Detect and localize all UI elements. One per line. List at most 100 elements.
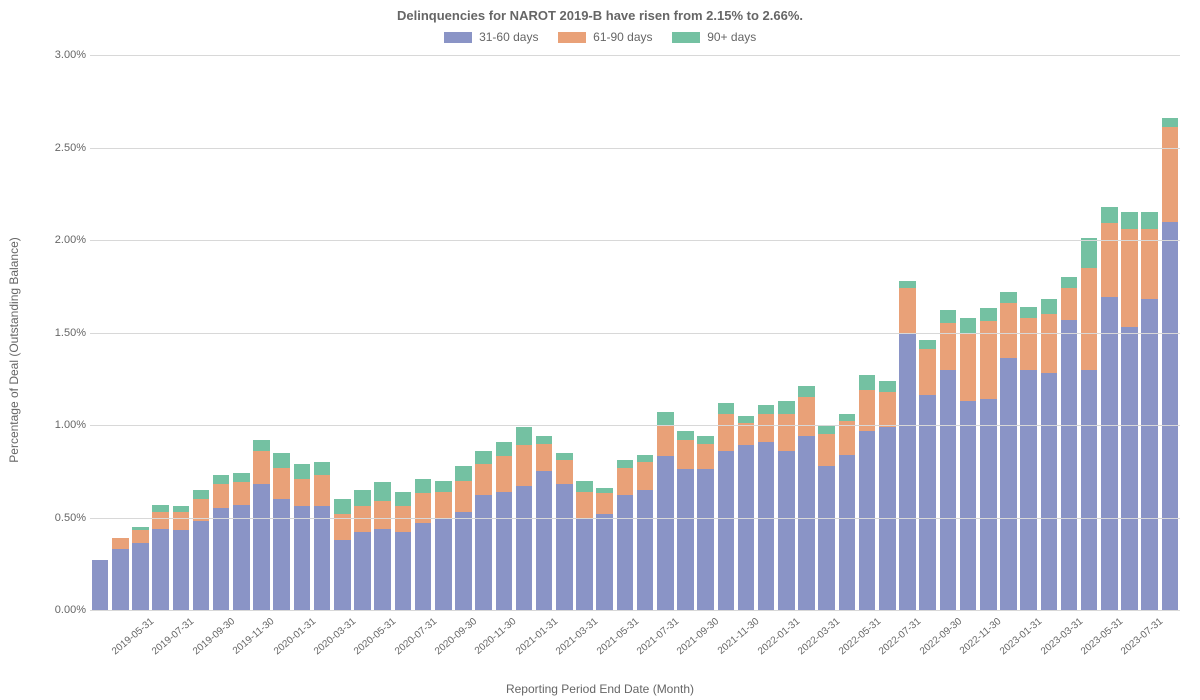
bar-segment-d90p bbox=[738, 416, 755, 423]
bar-segment-d31_60 bbox=[1041, 373, 1058, 610]
bar-segment-d61_90 bbox=[496, 456, 513, 491]
bar-segment-d90p bbox=[233, 473, 250, 482]
x-tick-label: 2023-01-31 bbox=[998, 616, 1044, 657]
bar-segment-d90p bbox=[758, 405, 775, 414]
bar-segment-d31_60 bbox=[395, 532, 412, 610]
bar-segment-d31_60 bbox=[778, 451, 795, 610]
bar-segment-d61_90 bbox=[576, 492, 593, 518]
legend-swatch-31-60 bbox=[444, 32, 472, 43]
bar-segment-d31_60 bbox=[193, 521, 210, 610]
bar-segment-d31_60 bbox=[435, 519, 452, 610]
grid-line bbox=[90, 518, 1180, 519]
x-tick-label: 2021-05-31 bbox=[594, 616, 640, 657]
bar-segment-d31_60 bbox=[818, 466, 835, 610]
legend-label-31-60: 31-60 days bbox=[479, 30, 538, 44]
bar-segment-d61_90 bbox=[1081, 268, 1098, 370]
bar-segment-d31_60 bbox=[718, 451, 735, 610]
bar-segment-d31_60 bbox=[940, 370, 957, 611]
bar-segment-d90p bbox=[556, 453, 573, 460]
bar-segment-d90p bbox=[617, 460, 634, 467]
x-tick-label: 2023-05-31 bbox=[1079, 616, 1125, 657]
x-tick-label: 2022-05-31 bbox=[837, 616, 883, 657]
bar-segment-d90p bbox=[697, 436, 714, 443]
x-tick-label: 2022-03-31 bbox=[796, 616, 842, 657]
bar-segment-d31_60 bbox=[697, 469, 714, 610]
bar-segment-d90p bbox=[475, 451, 492, 464]
bar-segment-d90p bbox=[940, 310, 957, 323]
bar-segment-d90p bbox=[960, 318, 977, 333]
bar-segment-d61_90 bbox=[657, 425, 674, 456]
bar-segment-d90p bbox=[132, 527, 149, 531]
bar-segment-d90p bbox=[496, 442, 513, 457]
bar-segment-d61_90 bbox=[778, 414, 795, 451]
bar-segment-d31_60 bbox=[415, 523, 432, 610]
bar-segment-d61_90 bbox=[152, 512, 169, 529]
bar-segment-d90p bbox=[435, 481, 452, 492]
bar-segment-d61_90 bbox=[395, 506, 412, 532]
bar-segment-d90p bbox=[173, 506, 190, 512]
bar-segment-d61_90 bbox=[112, 538, 129, 549]
bar-segment-d31_60 bbox=[859, 431, 876, 610]
x-tick-label: 2020-07-31 bbox=[393, 616, 439, 657]
bar-segment-d61_90 bbox=[1162, 127, 1179, 221]
legend-item-61-90: 61-90 days bbox=[558, 30, 653, 44]
bar-segment-d61_90 bbox=[899, 288, 916, 334]
bar-segment-d61_90 bbox=[940, 323, 957, 369]
x-tick-label: 2023-07-31 bbox=[1119, 616, 1165, 657]
bar-segment-d31_60 bbox=[1061, 320, 1078, 610]
bar-segment-d31_60 bbox=[617, 495, 634, 610]
bar-segment-d31_60 bbox=[475, 495, 492, 610]
bar-segment-d31_60 bbox=[233, 505, 250, 610]
bar-segment-d61_90 bbox=[1041, 314, 1058, 373]
bar-segment-d90p bbox=[314, 462, 331, 475]
bar-segment-d31_60 bbox=[1081, 370, 1098, 611]
bar-segment-d31_60 bbox=[657, 456, 674, 610]
bar-segment-d31_60 bbox=[798, 436, 815, 610]
legend-swatch-90p bbox=[672, 32, 700, 43]
bar-segment-d61_90 bbox=[132, 530, 149, 543]
bar-segment-d61_90 bbox=[919, 349, 936, 395]
bar-segment-d90p bbox=[395, 492, 412, 507]
bar-segment-d90p bbox=[677, 431, 694, 440]
bar-segment-d61_90 bbox=[475, 464, 492, 495]
y-tick-label: 2.00% bbox=[26, 234, 86, 246]
bar-segment-d61_90 bbox=[556, 460, 573, 484]
bar-segment-d90p bbox=[536, 436, 553, 443]
bar-segment-d31_60 bbox=[152, 529, 169, 610]
bar-segment-d61_90 bbox=[273, 468, 290, 499]
x-tick-label: 2019-09-30 bbox=[191, 616, 237, 657]
bar-segment-d90p bbox=[576, 481, 593, 492]
bar-segment-d61_90 bbox=[879, 392, 896, 427]
bar-segment-d61_90 bbox=[758, 414, 775, 442]
chart-title: Delinquencies for NAROT 2019-B have rise… bbox=[0, 8, 1200, 23]
bar-segment-d31_60 bbox=[758, 442, 775, 610]
bar-segment-d90p bbox=[1000, 292, 1017, 303]
bar-segment-d90p bbox=[1020, 307, 1037, 318]
bar-segment-d31_60 bbox=[596, 514, 613, 610]
y-tick-label: 0.00% bbox=[26, 604, 86, 616]
y-tick-label: 0.50% bbox=[26, 512, 86, 524]
bar-segment-d90p bbox=[859, 375, 876, 390]
bar-segment-d90p bbox=[980, 308, 997, 321]
delinquency-chart: Delinquencies for NAROT 2019-B have rise… bbox=[0, 0, 1200, 700]
bar-segment-d31_60 bbox=[516, 486, 533, 610]
bar-segment-d31_60 bbox=[1020, 370, 1037, 611]
bar-segment-d90p bbox=[455, 466, 472, 481]
bar-segment-d61_90 bbox=[354, 506, 371, 532]
x-tick-label: 2020-01-31 bbox=[272, 616, 318, 657]
bar-segment-d31_60 bbox=[1162, 222, 1179, 611]
bar-segment-d90p bbox=[1081, 238, 1098, 268]
bar-segment-d31_60 bbox=[294, 506, 311, 610]
x-tick-label: 2020-11-30 bbox=[473, 616, 519, 657]
legend-swatch-61-90 bbox=[558, 32, 586, 43]
bar-segment-d31_60 bbox=[556, 484, 573, 610]
bar-segment-d61_90 bbox=[233, 482, 250, 504]
bar-segment-d31_60 bbox=[213, 508, 230, 610]
bar-segment-d90p bbox=[213, 475, 230, 484]
bar-segment-d61_90 bbox=[617, 468, 634, 496]
plot-area bbox=[90, 55, 1180, 610]
bar-segment-d31_60 bbox=[334, 540, 351, 610]
bar-segment-d90p bbox=[718, 403, 735, 414]
bar-segment-d90p bbox=[596, 488, 613, 494]
bar-segment-d61_90 bbox=[960, 333, 977, 401]
